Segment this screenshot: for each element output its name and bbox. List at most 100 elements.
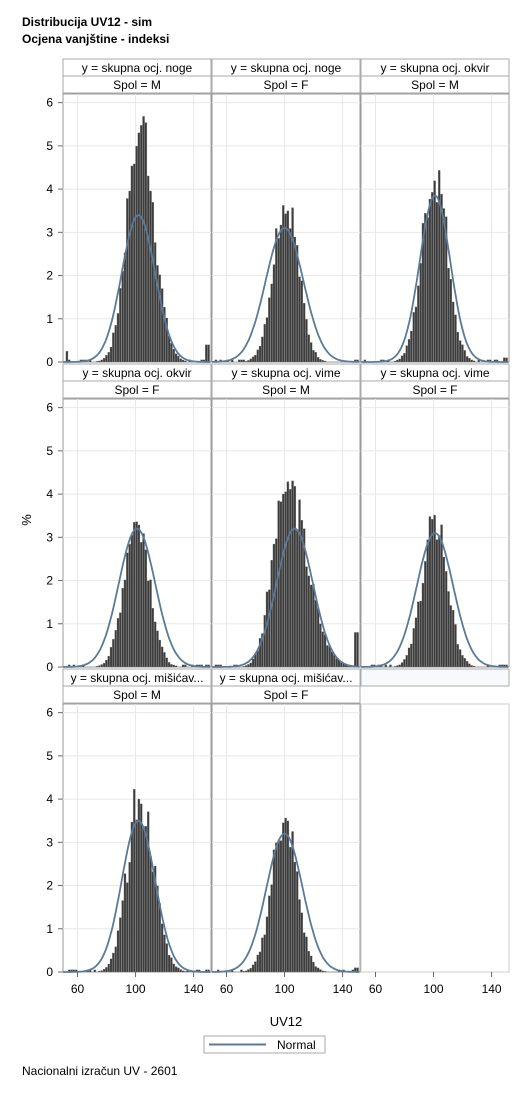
histogram-bar <box>270 559 273 668</box>
histogram-bar <box>442 556 446 668</box>
y-tick-label: 6 <box>46 706 53 720</box>
histogram-bar <box>272 264 276 363</box>
histogram-bar <box>447 267 450 363</box>
histogram-bar <box>275 538 278 668</box>
histogram-bar <box>465 661 469 668</box>
histogram-bar <box>410 330 413 363</box>
histogram-bar <box>149 190 152 363</box>
histogram-bar <box>205 344 208 363</box>
histogram-bar <box>142 533 145 668</box>
col-header-label: Spol = M <box>262 383 310 397</box>
histogram-bar <box>256 349 259 363</box>
col-header-label: Spol = F <box>114 383 159 397</box>
histogram-bar <box>330 651 334 668</box>
histogram-bar <box>403 353 406 363</box>
histogram-bar <box>130 165 134 363</box>
histogram-bar <box>454 624 457 668</box>
histogram-bar <box>323 360 327 363</box>
x-tick-label: 100 <box>126 982 146 996</box>
histogram-bar <box>130 821 134 973</box>
col-header-label: Spol = M <box>113 78 161 92</box>
histogram-bar <box>142 826 145 973</box>
histogram-bar <box>272 849 276 973</box>
histogram-bar <box>289 847 292 973</box>
col-header-box <box>62 685 212 704</box>
histogram-bar <box>321 631 324 668</box>
y-tick-label: 4 <box>46 792 53 806</box>
histogram-bar <box>354 632 357 668</box>
histogram-bar <box>400 355 404 363</box>
histogram-bar <box>445 571 448 668</box>
histogram-bar <box>307 575 310 668</box>
histogram-bar <box>147 175 150 363</box>
histogram-bar <box>282 822 285 973</box>
y-tick-label: 5 <box>46 749 53 763</box>
histogram-bar <box>135 521 138 668</box>
histogram-bar <box>440 193 443 363</box>
x-tick-label: 100 <box>275 982 295 996</box>
histogram-bar <box>384 664 388 668</box>
histogram-bar <box>291 480 294 668</box>
histogram-bar <box>321 360 324 363</box>
histogram-bar <box>65 351 69 363</box>
histogram-bar <box>105 355 108 363</box>
histogram-bar <box>128 544 131 668</box>
histogram-bar <box>456 331 459 363</box>
histogram-bar <box>309 584 313 668</box>
histogram-bar <box>244 361 248 363</box>
histogram-bar <box>270 884 273 973</box>
histogram-bar <box>95 666 99 668</box>
chart-subtitle: Ocjena vanjštine - indeksi <box>22 32 170 46</box>
histogram-bar <box>123 252 127 363</box>
histogram-bar <box>114 946 117 973</box>
histogram-panel: y = skupna ocj. vime Spol = F <box>360 363 510 668</box>
histogram-bar <box>112 332 115 363</box>
histogram-bar <box>181 664 185 668</box>
histogram-bar <box>405 345 408 363</box>
y-tick-label: 1 <box>46 922 53 936</box>
row-header-label: y = skupna ocj. mišićav... <box>220 671 353 685</box>
histogram-bar <box>261 336 264 363</box>
histogram-bar <box>424 212 427 363</box>
histogram-bar <box>167 662 171 668</box>
histogram-bar <box>458 340 462 363</box>
histogram-bar <box>321 970 324 973</box>
col-header-box <box>211 685 361 704</box>
row-header-label: y = skupna ocj. noge <box>231 61 342 75</box>
histogram-bar <box>268 895 271 973</box>
histogram-panel: y = skupna ocj. vime Spol = M <box>211 363 361 668</box>
histogram-bar <box>165 317 168 363</box>
histogram-bar <box>433 180 436 363</box>
histogram-bar <box>305 566 308 668</box>
histogram-bar <box>396 665 399 668</box>
col-header-box <box>211 380 361 399</box>
histogram-bar <box>156 630 159 668</box>
y-tick-label: 0 <box>46 965 53 979</box>
histogram-bar <box>144 549 148 668</box>
histogram-bar <box>335 658 338 668</box>
row-header-label: y = skupna ocj. vime <box>231 366 340 380</box>
histogram-bar <box>403 659 406 668</box>
histogram-bar <box>398 358 401 363</box>
histogram-bar <box>102 662 106 668</box>
histogram-bar <box>261 633 264 668</box>
histogram-bar <box>249 967 252 973</box>
histogram-bar <box>261 937 264 973</box>
histogram-bar <box>316 607 320 668</box>
x-tick-label: 140 <box>184 982 204 996</box>
histogram-bar <box>109 646 113 668</box>
histogram-bar <box>128 862 131 973</box>
normal-curve <box>63 214 211 363</box>
x-tick-label: 140 <box>482 982 502 996</box>
histogram-bar <box>254 961 257 973</box>
histogram-bar <box>149 855 152 973</box>
histogram-bar <box>289 228 292 363</box>
histogram-bar <box>314 352 317 363</box>
histogram-bar <box>414 617 418 668</box>
histogram-bar <box>254 354 257 363</box>
histogram-bar <box>396 359 399 363</box>
histogram-bar <box>181 970 185 973</box>
histogram-bar <box>116 618 120 668</box>
histogram-bar <box>167 954 171 973</box>
